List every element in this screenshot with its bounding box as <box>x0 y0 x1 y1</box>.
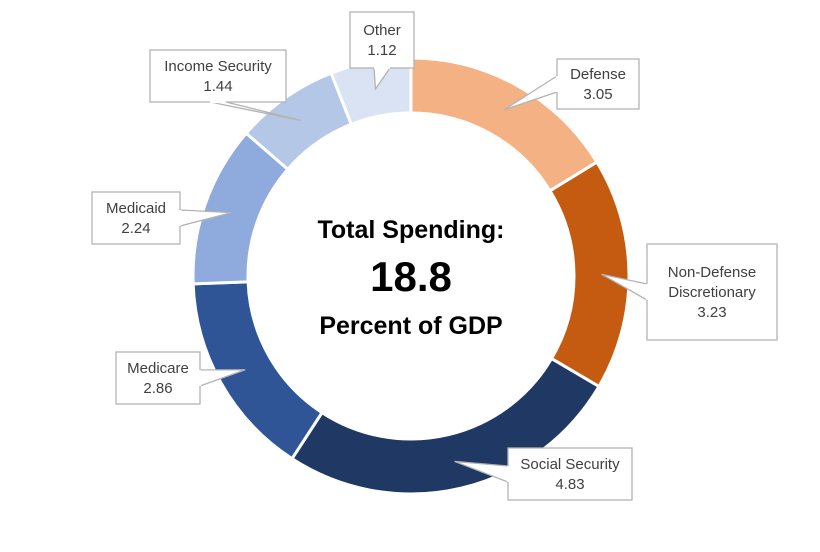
callout-value: 1.12 <box>367 42 396 59</box>
callout-value: 2.24 <box>121 220 150 237</box>
center-line-3: Percent of GDP <box>319 312 502 340</box>
center-line-1: Total Spending: <box>317 216 504 244</box>
callout-other: Other 1.12 <box>349 11 415 91</box>
callout-medicaid: Medicaid 2.24 <box>91 191 232 245</box>
callout-label: Medicare <box>127 360 189 377</box>
donut-center: Total Spending: 18.8 Percent of GDP <box>317 216 504 340</box>
callout-social-security: Social Security 4.83 <box>454 447 633 501</box>
callout-label: Medicaid <box>106 200 166 217</box>
callout-box <box>507 447 633 501</box>
slice-non-defense-discretionary <box>547 160 631 389</box>
callout-label: Other <box>363 22 401 39</box>
callout-box <box>115 351 201 405</box>
callout-label: Defense <box>570 66 626 83</box>
callout-box <box>149 49 287 103</box>
callout-value: 2.86 <box>143 380 172 397</box>
callout-income-security: Income Security 1.44 <box>149 49 302 122</box>
callout-label: Income Security <box>164 58 272 75</box>
callouts: Defense 3.05 Non-Defense Discretionary 3.23 S… <box>91 11 778 501</box>
callout-value: 3.23 <box>697 304 726 321</box>
callout-label: Non-Defense <box>668 264 756 281</box>
callout-value: 3.05 <box>583 86 612 103</box>
callout-defense: Defense 3.05 <box>503 58 640 111</box>
callout-non-defense-discretionary: Non-Defense Discretionary 3.23 <box>601 243 778 341</box>
callout-box <box>349 11 415 69</box>
callout-label: Social Security <box>520 456 620 473</box>
callout-value: 4.83 <box>555 476 584 493</box>
center-total-value: 18.8 <box>370 253 452 300</box>
callout-medicare: Medicare 2.86 <box>115 351 246 405</box>
callout-label: Discretionary <box>668 284 756 301</box>
callout-box <box>91 191 181 245</box>
callout-value: 1.44 <box>203 78 232 95</box>
callout-box <box>646 243 778 341</box>
